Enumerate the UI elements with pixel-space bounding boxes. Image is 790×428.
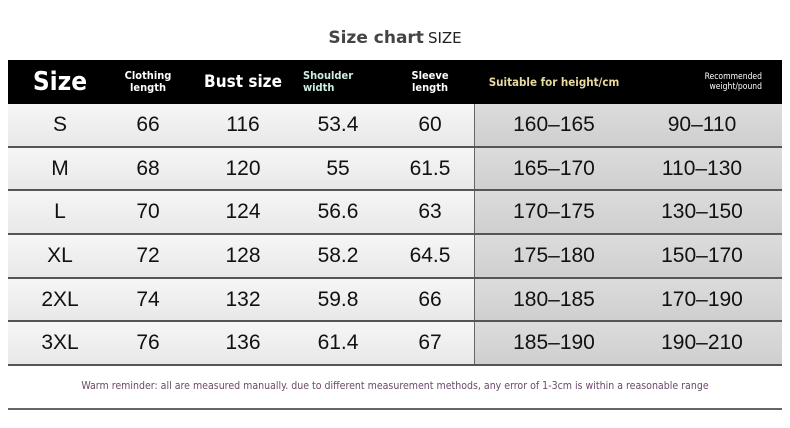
divider [8,408,782,410]
cell: 150–170 [661,243,743,267]
header-5: Suitable for height/cm [488,75,620,89]
cell: 175–180 [513,243,595,267]
cell: S [52,112,67,136]
cell: M [51,156,69,180]
chart-title: Size chart SIZE [0,28,790,48]
header-6: Recommended weight/pound [704,72,762,92]
recommendation-bg [474,235,782,277]
cell: 72 [136,243,160,267]
cell: 2XL [41,287,79,311]
cell: 128 [225,243,261,267]
cell: 170–190 [661,287,743,311]
cell: 110–130 [661,156,743,180]
table-row: XL 72 128 58.2 64.5 175–180 150–170 [8,235,782,279]
cell: 124 [225,200,261,224]
cell: 70 [136,200,160,224]
cell: 76 [136,331,160,355]
table-row: L 70 124 56.6 63 170–175 130–150 [8,191,782,236]
recommendation-bg [474,147,782,190]
recommendation-bg [474,322,782,365]
title-text: Size chart [328,28,424,48]
cell: 170–175 [513,200,595,224]
header-3: Shoulder width [303,69,354,94]
cell: 63 [418,200,442,224]
cell: 61.4 [317,331,359,355]
cell: 56.6 [317,200,359,224]
cell: 53.4 [317,112,359,136]
cell: 180–185 [513,287,595,311]
cell: 130–150 [661,200,743,224]
cell: 190–210 [661,331,743,355]
cell: 3XL [41,331,79,355]
cell: 132 [225,287,261,311]
recommendation-bg [474,104,782,146]
cell: 160–165 [513,112,595,136]
size-table: Size Clothing length Bust size Shoulder wid… [8,60,782,367]
header-4: Sleeve length [411,69,449,94]
cell: 74 [136,287,160,311]
cell: 61.5 [409,156,451,180]
warm-reminder: Warm reminder: all are measured manually… [81,380,709,392]
cell: 68 [136,156,160,180]
cell: 120 [225,156,261,180]
cell: 59.8 [317,287,359,311]
table-row: S 66 116 53.4 60 160–165 90–110 [8,104,782,148]
header-1: Clothing length [124,69,172,94]
cell: 67 [418,331,442,355]
cell: 116 [226,112,260,136]
cell: L [54,200,66,224]
header-2: Bust size [204,72,282,92]
cell: 66 [136,112,160,136]
recommendation-bg [474,191,782,234]
header-0: Size [32,67,88,97]
recommendation-bg [474,278,782,321]
title-sub: SIZE [427,29,462,47]
table-header: Size Clothing length Bust size Shoulder wid… [8,60,782,104]
cell: 58.2 [317,243,359,267]
cell: 66 [418,287,442,311]
cell: XL [47,243,73,267]
table-row: 2XL 74 132 59.8 66 180–185 170–190 [8,278,782,323]
cell: 185–190 [513,331,595,355]
cell: 60 [418,112,442,136]
cell: 136 [225,331,261,355]
cell: 55 [326,156,350,180]
table-row: 3XL 76 136 61.4 67 185–190 190–210 [8,322,782,367]
table-row: M 68 120 55 61.5 165–170 110–130 [8,147,782,192]
cell: 165–170 [513,156,595,180]
cell: 64.5 [409,243,451,267]
cell: 90–110 [667,112,737,136]
